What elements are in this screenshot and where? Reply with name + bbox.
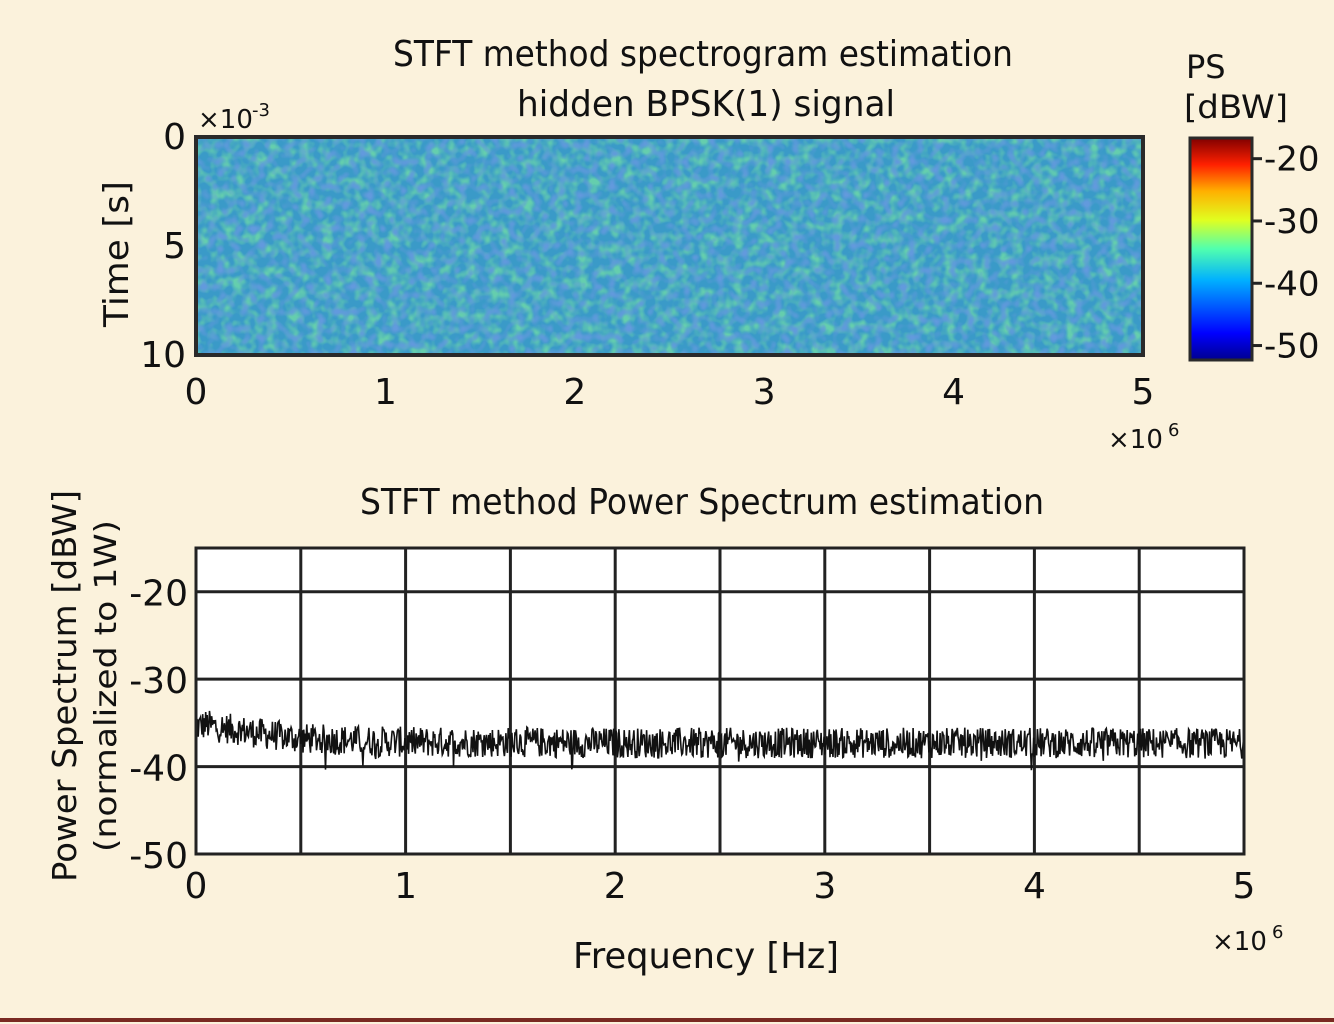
spectrum-x-tick-label: 4: [1023, 866, 1046, 907]
spectrogram-x-multiplier-exp: 6: [1168, 420, 1179, 441]
spectrum-x-label: Frequency [Hz]: [573, 936, 839, 977]
spectrogram-y-tick-label: 5: [163, 226, 186, 267]
colorbar: PS [dBW] -20 -30 -40 -50: [1184, 48, 1320, 367]
spectrum-line: [195, 710, 1245, 771]
colorbar-tick-label: -50: [1264, 327, 1320, 367]
spectrogram-x-tick-label: 0: [185, 372, 208, 413]
spectrogram-x-tick-label: 2: [563, 372, 586, 413]
spectrogram-y-label: Time [s]: [97, 181, 137, 328]
spectrogram-subtitle: hidden BPSK(1) signal: [517, 84, 895, 125]
colorbar-tick-label: -40: [1264, 264, 1320, 304]
spectrum-y-tick-label: -30: [129, 661, 188, 702]
spectrogram-x-tick-label: 4: [942, 372, 965, 413]
spectrogram-x-tick-label: 3: [753, 372, 776, 413]
spectrogram-title: STFT method spectrogram estimation: [393, 34, 1013, 75]
spectrum-x-tick-label: 5: [1233, 866, 1256, 907]
spectrum-y-label-2: (normalized to 1W): [89, 520, 124, 852]
spectrogram-texture-dark: [196, 137, 1143, 355]
spectrogram-x-tick-label: 5: [1132, 372, 1155, 413]
spectrum-x-multiplier-exp: 6: [1272, 922, 1283, 943]
spectrum-y-tick-label: -50: [129, 836, 188, 877]
colorbar-ticks: -20 -30 -40 -50: [1252, 140, 1320, 367]
spectrum-y-tick-label: -40: [129, 749, 188, 790]
spectrogram-y-multiplier: ×10 -3: [198, 100, 270, 135]
spectrogram-x-multiplier: ×10 6: [1108, 420, 1179, 455]
spectrum-y-label: Power Spectrum [dBW]: [45, 490, 84, 882]
spectrum-grid: [196, 548, 1244, 854]
spectrum-x-tick-label: 1: [394, 866, 417, 907]
spectrum-title: STFT method Power Spectrum estimation: [360, 482, 1044, 523]
spectrum-x-multiplier: ×10 6: [1212, 922, 1283, 957]
colorbar-tick-label: -30: [1264, 202, 1320, 242]
spectrogram-frame: [194, 135, 1145, 357]
spectrum-x-multiplier-base: ×10: [1212, 927, 1267, 957]
colorbar-tick-label: -20: [1264, 140, 1320, 180]
spectrogram-y-tick-label: 10: [140, 335, 186, 376]
spectrogram-y-tick-label: 0: [163, 117, 186, 158]
spectrum-frame: [194, 546, 1246, 856]
colorbar-bar: [1188, 136, 1254, 362]
spectrum-x-tick-label: 0: [185, 866, 208, 907]
spectrogram-y-multiplier-exp: -3: [252, 100, 270, 121]
spectrogram-y-ticks: 0 5 10: [140, 117, 186, 376]
spectrogram-x-ticks: 0 1 2 3 4 5: [185, 372, 1155, 413]
colorbar-title: PS: [1186, 48, 1226, 86]
spectrogram-y-multiplier-base: ×10: [198, 105, 253, 135]
colorbar-unit: [dBW]: [1184, 88, 1288, 126]
spectrum-y-tick-label: -20: [129, 574, 188, 615]
spectrogram-x-tick-label: 1: [374, 372, 397, 413]
spectrum-x-tick-label: 3: [813, 866, 836, 907]
spectrum-y-ticks: -20 -30 -40 -50: [129, 574, 188, 877]
spectrum-chart: STFT method Power Spectrum estimation -2…: [45, 482, 1283, 977]
spectrogram-chart: STFT method spectrogram estimation hidde…: [97, 34, 1320, 455]
spectrum-series: [195, 710, 1245, 771]
spectrum-x-ticks: 0 1 2 3 4 5: [185, 866, 1256, 907]
spectrum-x-tick-label: 2: [604, 866, 627, 907]
bottom-rule: [0, 1018, 1334, 1022]
spectrogram-x-multiplier-base: ×10: [1108, 425, 1163, 455]
